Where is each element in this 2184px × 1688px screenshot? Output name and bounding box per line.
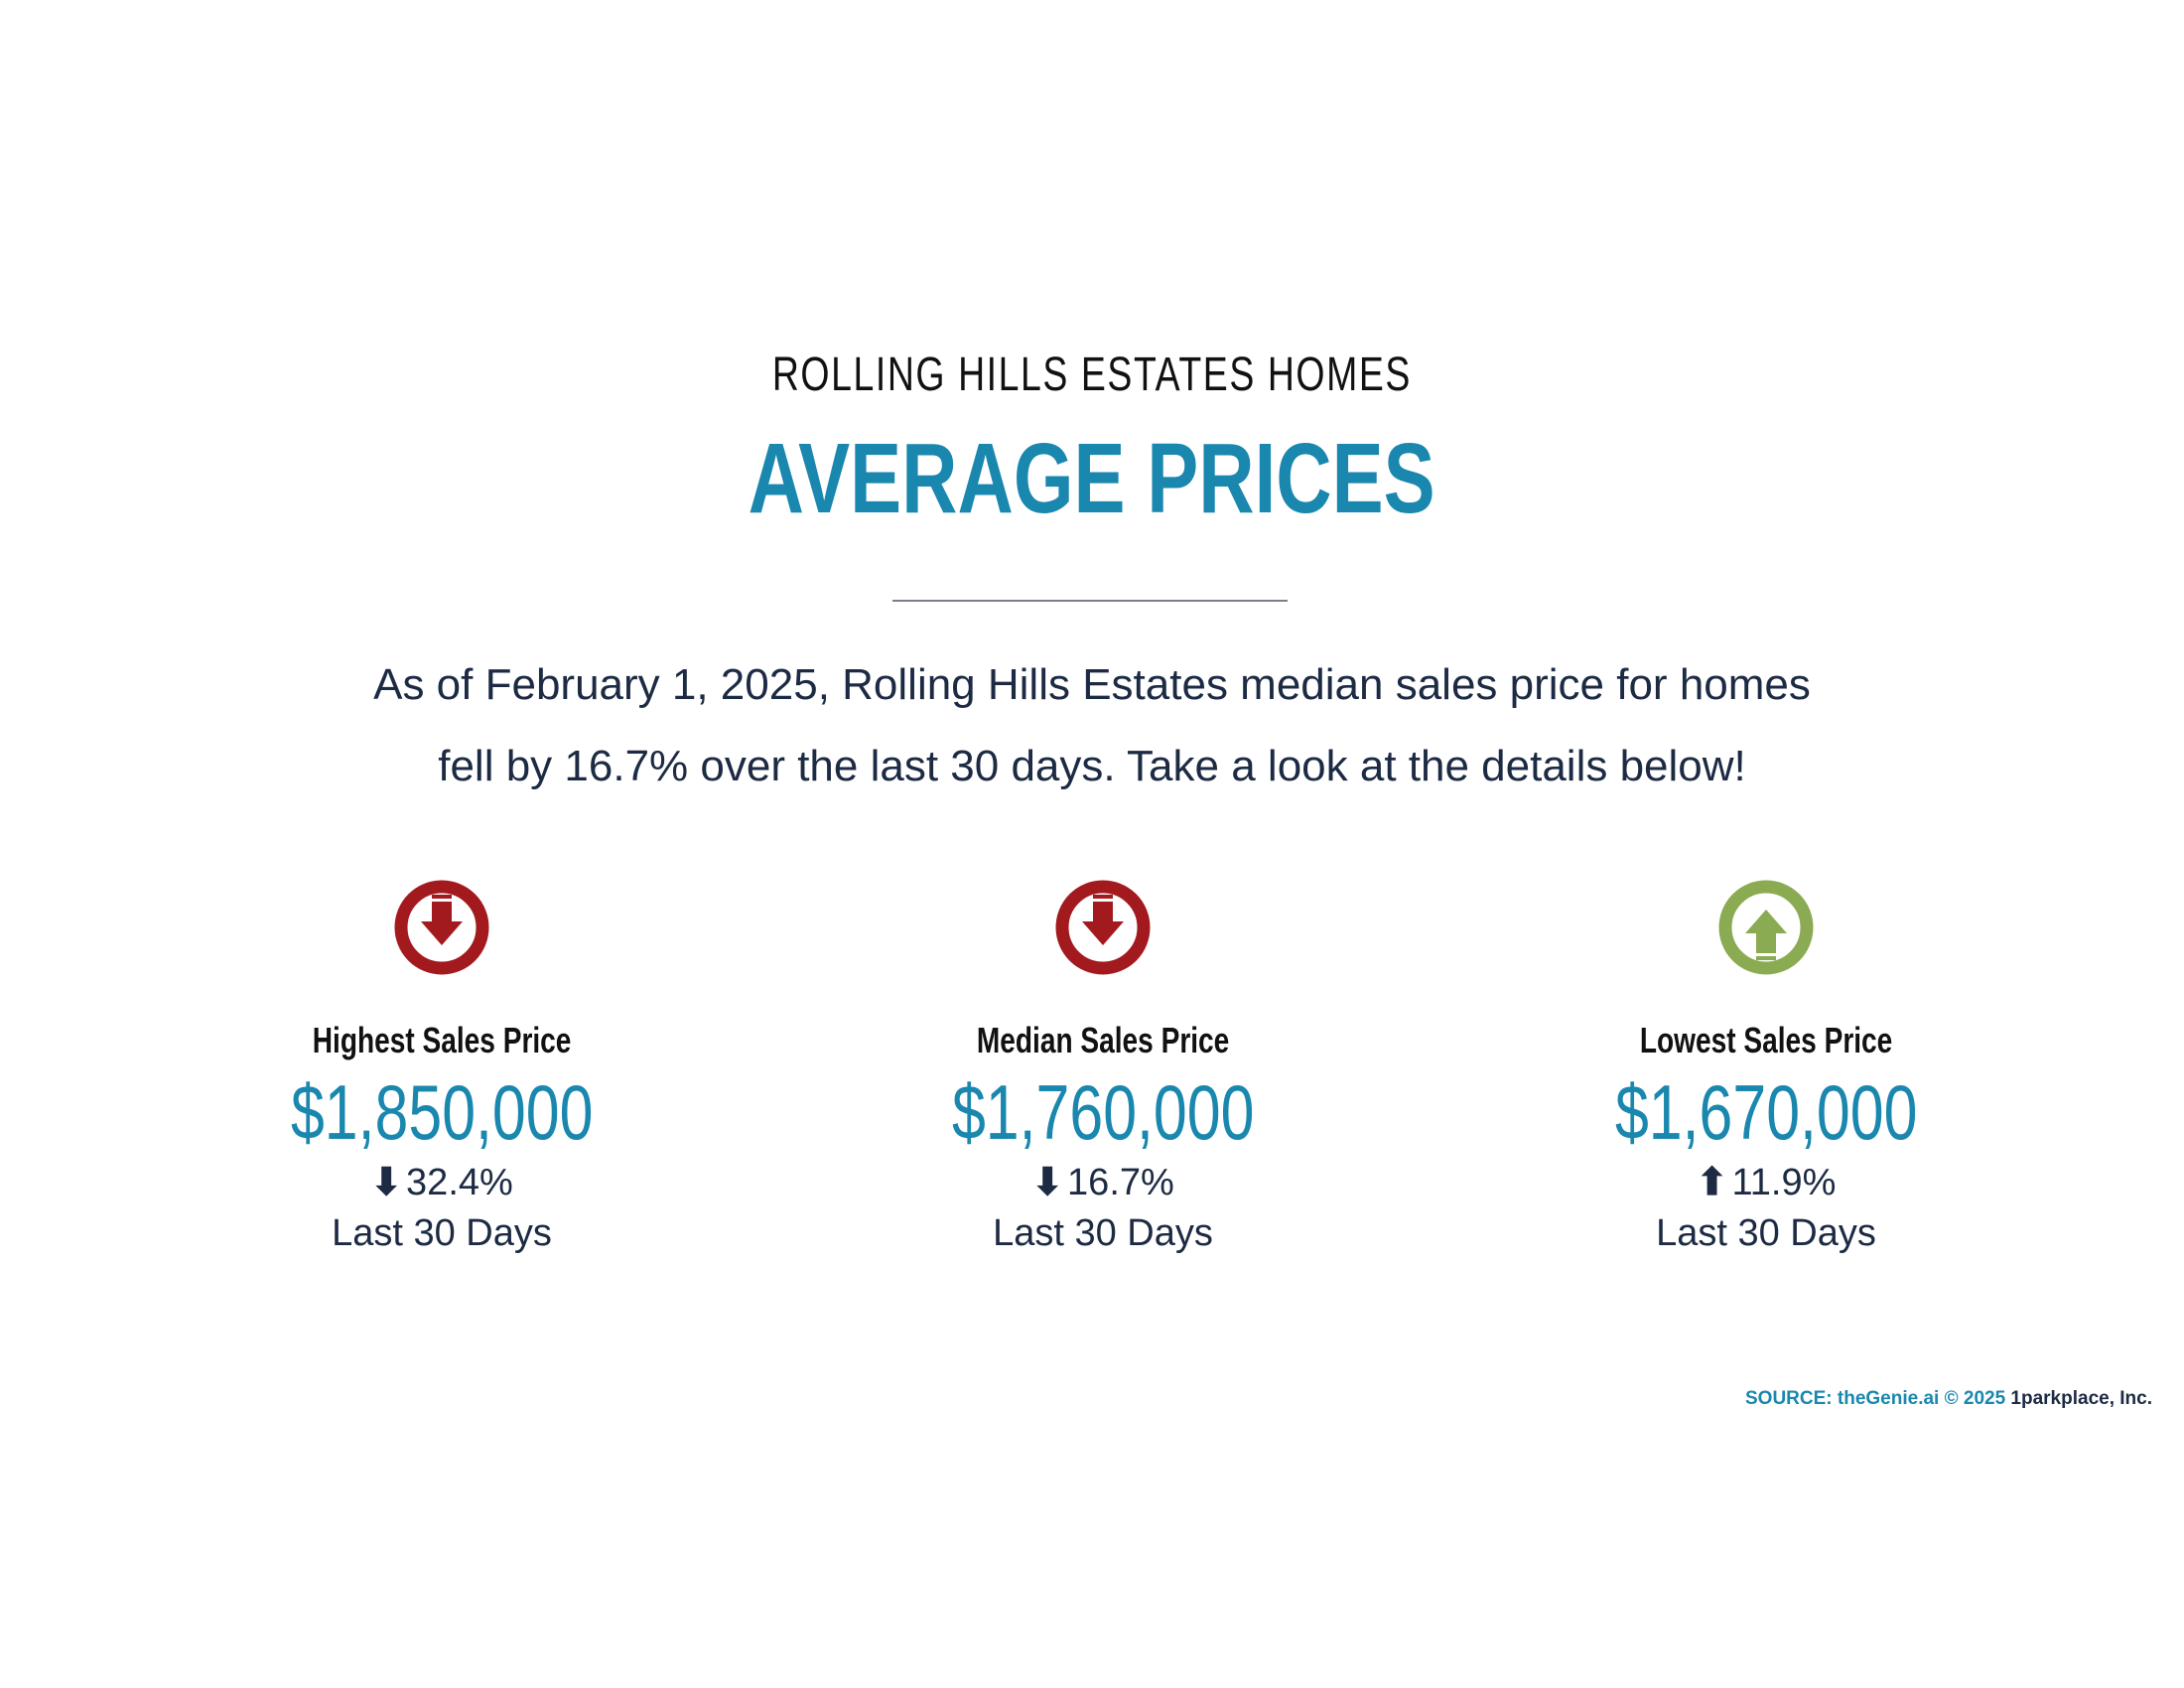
stat-change: ⬆ 11.9%	[1696, 1162, 1837, 1203]
company-text: 1parkplace, Inc.	[2010, 1388, 2152, 1409]
stat-value: $1,760,000	[951, 1068, 1255, 1156]
stat-change: ⬇ 32.4%	[370, 1162, 513, 1203]
stat-label: Median Sales Price	[976, 1020, 1230, 1060]
subtitle-text: ROLLING HILLS ESTATES HOMES	[771, 349, 1413, 401]
stat-period: Last 30 Days	[993, 1212, 1213, 1254]
summary-line-1: As of February 1, 2025, Rolling Hills Es…	[373, 660, 1811, 709]
stat-period: Last 30 Days	[332, 1212, 552, 1254]
stat-period: Last 30 Days	[1656, 1212, 1876, 1254]
down-arrow-icon: ⬇	[1031, 1162, 1064, 1203]
up-arrow-circle-icon	[1718, 880, 1814, 975]
title-text: AVERAGE PRICES	[748, 423, 1436, 534]
page-title: AVERAGE PRICES	[0, 422, 2184, 536]
stat-value: $1,850,000	[290, 1068, 594, 1156]
stat-change: ⬇ 16.7%	[1031, 1162, 1174, 1203]
stat-label: Highest Sales Price	[312, 1020, 572, 1060]
stat-value: $1,670,000	[1614, 1068, 1918, 1156]
source-credit: SOURCE: theGenie.ai © 2025 1parkplace, I…	[1745, 1388, 2152, 1410]
source-text: SOURCE: theGenie.ai © 2025	[1745, 1388, 2006, 1409]
down-arrow-circle-icon	[1055, 880, 1151, 975]
down-arrow-icon: ⬇	[370, 1162, 403, 1203]
summary-line-2: fell by 16.7% over the last 30 days. Tak…	[438, 742, 1746, 790]
page-subtitle: ROLLING HILLS ESTATES HOMES	[0, 348, 2184, 402]
down-arrow-circle-icon	[394, 880, 489, 975]
stat-label: Lowest Sales Price	[1639, 1020, 1893, 1060]
divider	[892, 600, 1288, 602]
up-arrow-icon: ⬆	[1696, 1162, 1728, 1203]
